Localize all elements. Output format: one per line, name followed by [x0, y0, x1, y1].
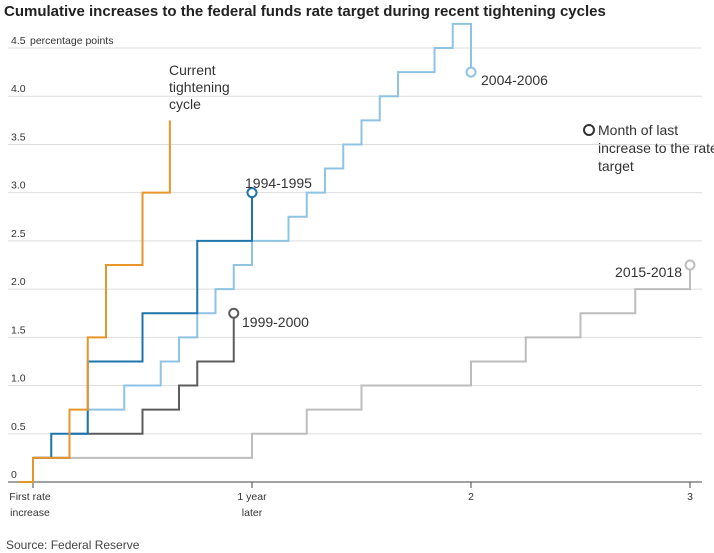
x-tick-label: later — [242, 507, 263, 519]
series-label-current: cycle — [169, 96, 201, 112]
x-tick-label: 1 year — [237, 491, 267, 503]
series-label-c2015: 2015-2018 — [615, 264, 682, 280]
source-note: Source: Federal Reserve — [6, 538, 140, 552]
y-unit-label: percentage points — [30, 35, 113, 47]
end-marker-c1994 — [246, 187, 258, 199]
x-axis: First rate increase 1 year later 2 3 — [8, 481, 702, 519]
y-tick-label: 3.0 — [11, 180, 26, 192]
series-label-c1994: 1994-1995 — [245, 175, 312, 191]
y-tick-label: 0.5 — [11, 421, 26, 433]
x-tick-label: First rate — [9, 491, 51, 503]
y-axis-ticks: 0 0.5 1.0 1.5 2.0 2.5 3.0 3.5 4.0 4.5 percentage p… — [11, 35, 113, 481]
end-marker-c1999 — [228, 307, 240, 319]
y-tick-label: 3.5 — [11, 131, 26, 143]
y-tick-label: 1.5 — [11, 324, 26, 336]
legend-note: Month of last increase to the rate target — [583, 122, 714, 174]
end-marker-c2015 — [684, 259, 696, 271]
y-tick-label: 2.0 — [11, 276, 26, 288]
series-line-c1994 — [33, 192, 253, 459]
legend-note-text: increase to the rate — [598, 140, 714, 156]
series-lines — [19, 22, 696, 483]
x-tick-label: increase — [10, 507, 50, 519]
series-label-current: tightening — [169, 79, 230, 95]
y-tick-label: 4.5 — [11, 35, 26, 47]
y-tick-label: 0 — [11, 469, 17, 481]
legend-marker-icon — [583, 124, 595, 136]
y-tick-label: 1.0 — [11, 373, 26, 385]
grid-lines — [8, 47, 702, 435]
chart-title: Cumulative increases to the federal fund… — [4, 3, 606, 20]
series-line-c2015 — [33, 265, 691, 459]
y-tick-label: 2.5 — [11, 228, 26, 240]
x-tick-label: 3 — [687, 491, 693, 503]
series-label-c2004: 2004-2006 — [481, 72, 548, 88]
legend-note-text: target — [598, 158, 634, 174]
legend-note-text: Month of last — [598, 122, 678, 138]
series-label-c1999: 1999-2000 — [242, 314, 309, 330]
x-tick-label: 2 — [468, 491, 474, 503]
y-tick-label: 4.0 — [11, 83, 26, 95]
series-line-current — [19, 120, 171, 483]
series-line-c2004 — [33, 22, 472, 459]
end-marker-c2004 — [465, 66, 477, 78]
series-label-current: Current — [169, 62, 216, 78]
